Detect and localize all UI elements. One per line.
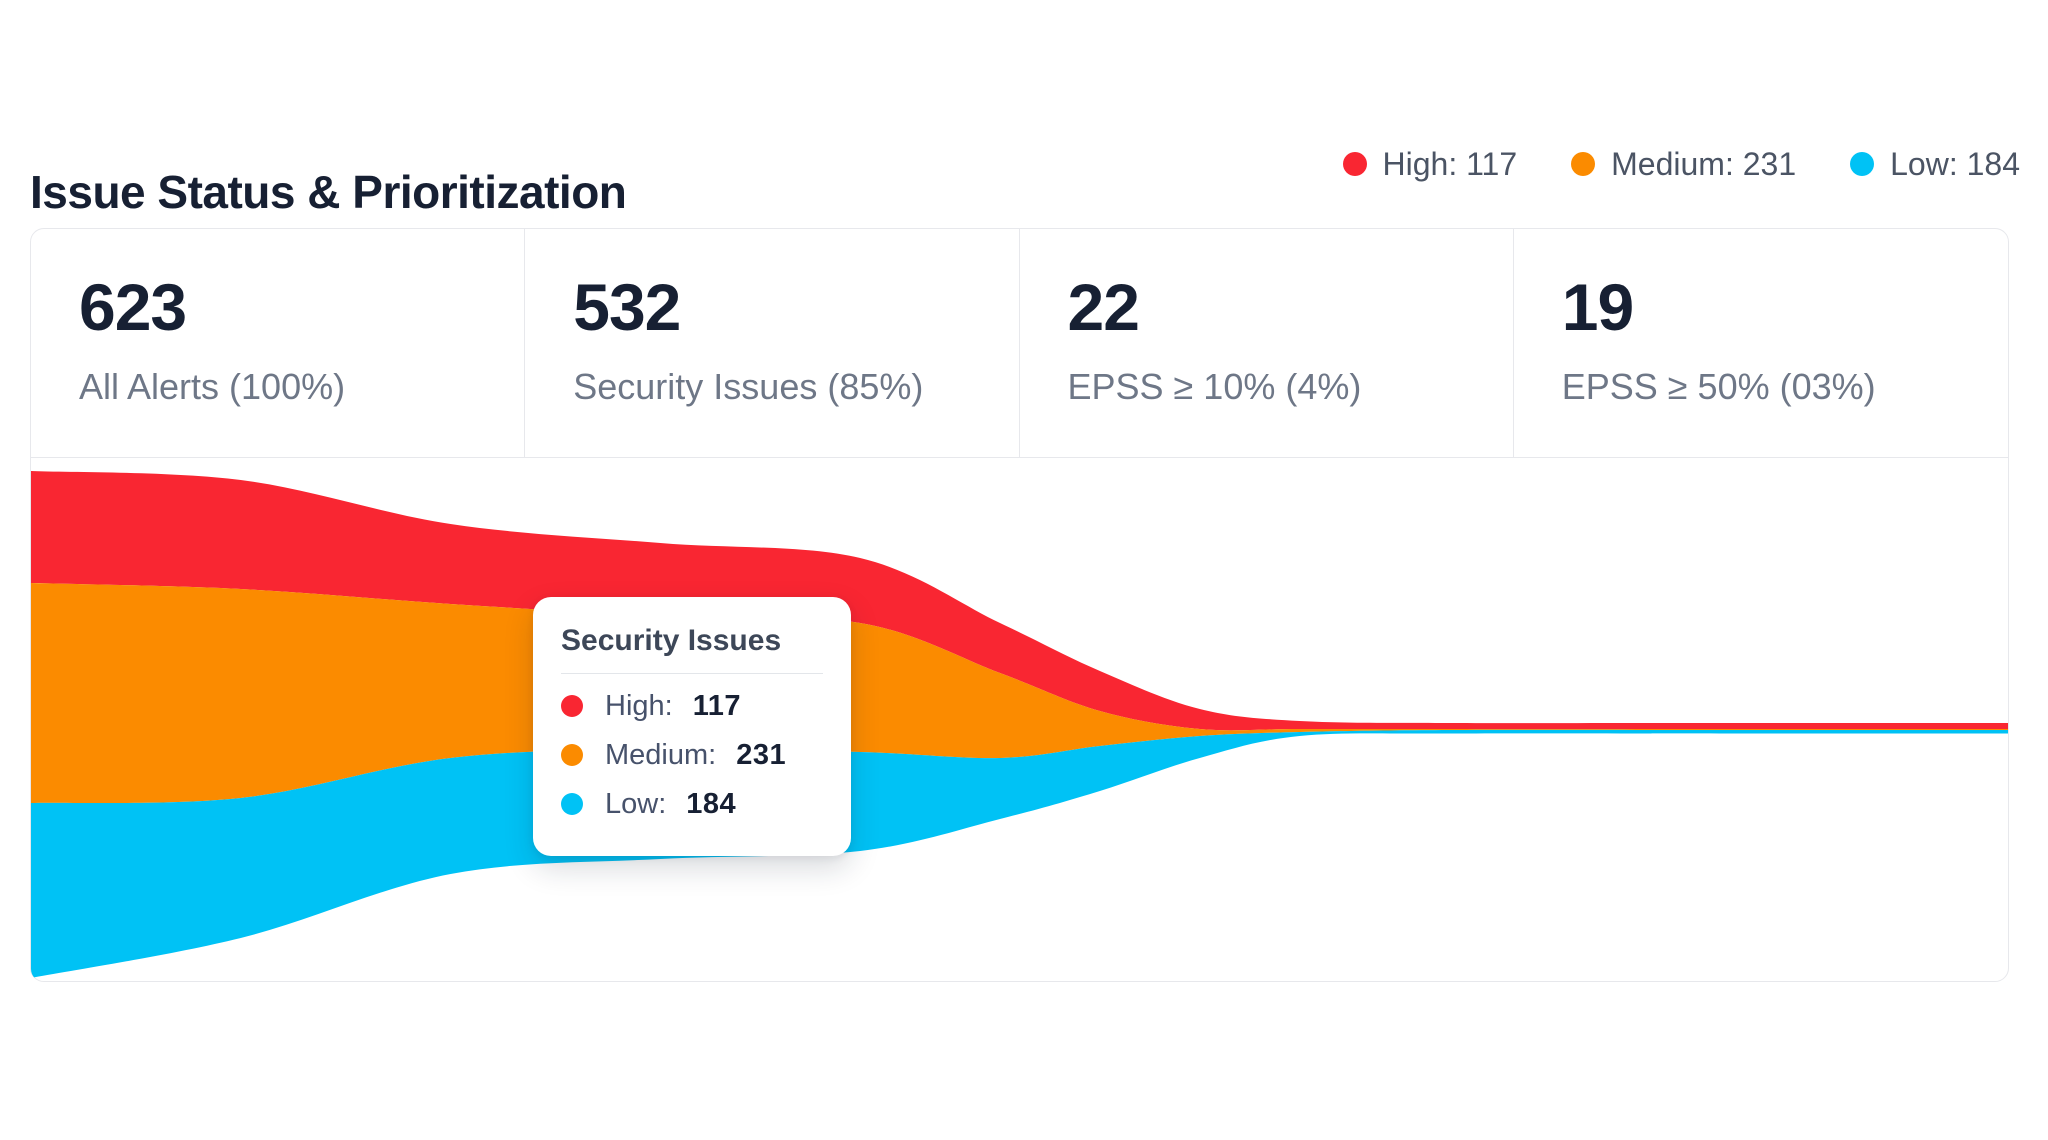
stat-label: Security Issues (85%) — [573, 365, 924, 407]
stat-value: 623 — [79, 270, 187, 344]
funnel-band-high[interactable] — [31, 471, 2008, 731]
stat-label: EPSS ≥ 50% (03%) — [1561, 365, 1876, 407]
tooltip-label: Low: — [605, 787, 667, 820]
stat-label: EPSS ≥ 10% (4%) — [1067, 365, 1362, 407]
chart-tooltip: Security Issues High: 117 Medium: 231 — [533, 597, 851, 856]
stat-card-epss-10[interactable]: 22 EPSS ≥ 10% (4%) — [1020, 229, 1514, 457]
tooltip-row-low: Low: 184 — [561, 786, 823, 822]
tooltip-title: Security Issues — [561, 624, 782, 657]
page-title: Issue Status & Prioritization — [30, 165, 627, 218]
medium-tooltip-dot-icon — [561, 744, 583, 766]
high-tooltip-dot-icon — [561, 695, 583, 717]
legend-item-label: Medium: 231 — [1611, 145, 1797, 182]
stat-label: All Alerts (100%) — [79, 365, 346, 407]
medium-legend-dot-icon — [1571, 152, 1596, 176]
tooltip-row-high: High: 117 — [561, 688, 823, 724]
low-tooltip-dot-icon — [561, 793, 583, 815]
tooltip-value: 184 — [686, 787, 737, 820]
stat-card-all-alerts[interactable]: 623 All Alerts (100%) — [31, 229, 526, 457]
low-legend-dot-icon — [1850, 152, 1875, 176]
stat-value: 532 — [573, 270, 681, 344]
stat-value: 19 — [1561, 270, 1634, 344]
stat-card-epss-50[interactable]: 19 EPSS ≥ 50% (03%) — [1514, 229, 2008, 457]
funnel-stage-stats: 623 All Alerts (100%) 532 Security Issue… — [31, 229, 2008, 458]
high-legend-dot-icon — [1342, 152, 1367, 176]
funnel-chart-area: Security Issues High: 117 Medium: 231 — [31, 458, 2008, 982]
funnel-band-medium[interactable] — [31, 583, 2008, 804]
legend-item-label: Low: 184 — [1890, 145, 2020, 182]
tooltip-value: 231 — [736, 738, 787, 771]
legend: High: 117 Medium: 231 Low: 184 — [1342, 145, 2020, 183]
funnel-band-low[interactable] — [31, 729, 2008, 978]
stat-card-security-issues[interactable]: 532 Security Issues (85%) — [525, 229, 1020, 457]
tooltip-label: Medium: — [605, 738, 717, 771]
legend-item-medium[interactable]: Medium: 231 — [1571, 146, 1796, 183]
funnel-chart[interactable] — [31, 458, 2008, 982]
legend-item-low[interactable]: Low: 184 — [1850, 146, 2020, 183]
tooltip-value: 117 — [692, 689, 741, 722]
legend-item-high[interactable]: High: 117 — [1342, 145, 1518, 183]
tooltip-divider — [561, 673, 823, 674]
tooltip-label: High: — [605, 689, 673, 722]
legend-item-label: High: 117 — [1382, 145, 1518, 182]
issue-status-card: 623 All Alerts (100%) 532 Security Issue… — [30, 228, 2009, 982]
stat-value: 22 — [1067, 270, 1140, 344]
tooltip-rows: High: 117 Medium: 231 Low: 184 — [561, 688, 823, 822]
tooltip-row-medium: Medium: 231 — [561, 737, 823, 773]
